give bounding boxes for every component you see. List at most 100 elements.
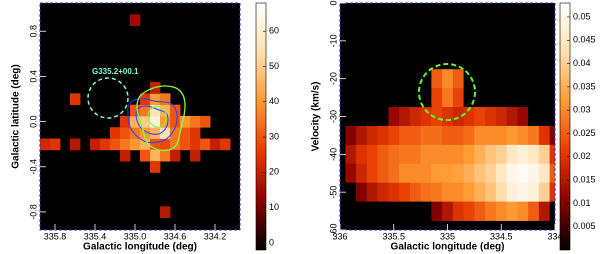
heatmap-cell (506, 163, 518, 184)
heatmap-cell (463, 163, 475, 184)
colorbar-tick-label: 20 (269, 167, 279, 177)
heatmap-cell (495, 107, 508, 127)
heatmap-cell (160, 149, 171, 162)
heatmap-cell (190, 138, 201, 151)
heatmap-cell (442, 107, 454, 127)
heatmap-cell (452, 125, 465, 146)
heatmap-cell (170, 127, 181, 139)
colorbar-tick-label: 0.015 (573, 174, 596, 184)
heatmap-cell (377, 201, 389, 221)
heatmap-cell (130, 104, 141, 117)
heatmap-cell (463, 107, 475, 127)
heatmap-cell (431, 182, 443, 203)
x-tick-label: 334.2 (204, 231, 227, 241)
heatmap-cell (528, 69, 540, 89)
heatmap-cell (150, 115, 161, 128)
heatmap-cell (200, 138, 211, 151)
heatmap-cell (474, 125, 486, 146)
heatmap-cell (506, 69, 518, 89)
heatmap-cell (377, 69, 389, 89)
heatmap-cell (120, 149, 131, 162)
x-tick-label: 334.5 (490, 231, 513, 241)
contour (147, 105, 167, 128)
heatmap-cell (528, 107, 540, 127)
heatmap-cell (474, 163, 486, 184)
heatmap-cell (190, 115, 201, 128)
colorbar (559, 2, 571, 251)
y-tick-label: -40 (328, 148, 338, 161)
heatmap-cell (130, 138, 141, 151)
heatmap-cell (160, 93, 171, 106)
heatmap-cell (528, 88, 540, 108)
heatmap-cell (549, 163, 555, 184)
heatmap-cell (506, 107, 518, 127)
heatmap-cell (160, 127, 171, 139)
heatmap-cell (442, 182, 454, 203)
heatmap-cell (356, 107, 368, 127)
colorbar-tick-label: 60 (269, 26, 279, 36)
heatmap-cell (549, 182, 555, 203)
heatmap-cell (452, 163, 465, 184)
x-tick-label: 335 (440, 231, 455, 241)
heatmap-cell (485, 144, 497, 165)
heatmap-cell (517, 163, 529, 184)
colorbar-tick-label: 0.04 (573, 58, 591, 68)
y-tick-label: -20 (328, 72, 338, 85)
colorbar-tick-label: 30 (269, 131, 279, 141)
heatmap-cell (528, 201, 540, 221)
contour (136, 85, 186, 152)
heatmap-cell (431, 163, 443, 184)
heatmap-cell (538, 182, 551, 203)
heatmap-cell (463, 182, 475, 203)
heatmap-cell (409, 125, 422, 146)
y-tick-label: -30 (328, 110, 338, 123)
heatmap-cell (130, 115, 141, 128)
heatmap-cell (100, 138, 111, 151)
heatmap-cell (420, 107, 432, 127)
heatmap-cell (130, 14, 141, 26)
heatmap-cell (50, 138, 61, 151)
heatmap-cell (377, 182, 389, 203)
heatmap-cell (485, 163, 497, 184)
heatmap-cell (431, 88, 443, 108)
heatmap-cell (528, 163, 540, 184)
heatmap-cell (549, 69, 555, 89)
heatmap-cell (485, 201, 497, 221)
y-tick-label: 0.0 (28, 115, 38, 128)
heatmaps (40, 3, 555, 230)
y-axis-title: Galactic latitude (deg) (11, 64, 22, 168)
heatmap-cell (506, 201, 518, 221)
colorbar-tick-label: 0.01 (573, 198, 591, 208)
heatmap-cell (366, 88, 379, 108)
heatmap-cell (160, 138, 171, 151)
heatmap-cell (356, 182, 368, 203)
heatmap-cell (120, 127, 131, 139)
heatmap-cell (528, 144, 540, 165)
heatmap-cell (345, 144, 357, 165)
heatmap-cell (220, 138, 231, 151)
heatmap-cell (110, 138, 121, 151)
region-circle (418, 63, 476, 121)
heatmap-cell (170, 149, 181, 162)
heatmap-cell (442, 163, 454, 184)
heatmap (40, 3, 240, 230)
heatmap-cell (442, 88, 454, 108)
heatmap-cell (452, 144, 465, 165)
heatmap-cell (377, 88, 389, 108)
heatmap-cell (485, 88, 497, 108)
heatmap-cell (345, 125, 357, 146)
heatmap-cell (495, 88, 508, 108)
heatmap-cell (190, 127, 201, 139)
x-tick-label: 335.4 (84, 231, 107, 241)
heatmap-cell (366, 182, 379, 203)
heatmap-cell (463, 201, 475, 221)
heatmap-cell (485, 107, 497, 127)
contour (127, 98, 178, 144)
heatmap-cell (388, 144, 400, 165)
heatmap-cell (366, 144, 379, 165)
heatmap-cell (431, 144, 443, 165)
heatmap-cell (538, 144, 551, 165)
heatmap-cell (399, 88, 411, 108)
heatmap-cell (388, 69, 400, 89)
colorbar-tick-label: 0.05 (573, 11, 591, 21)
